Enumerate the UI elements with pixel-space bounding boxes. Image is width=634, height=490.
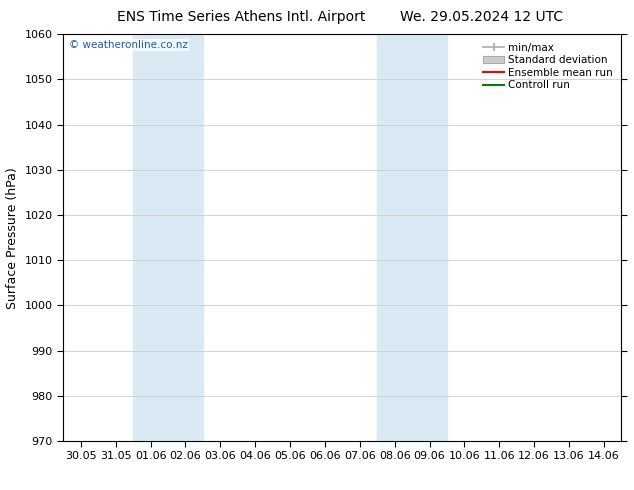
Bar xyxy=(133,34,203,441)
Text: © weatheronline.co.nz: © weatheronline.co.nz xyxy=(69,40,188,50)
Legend: min/max, Standard deviation, Ensemble mean run, Controll run: min/max, Standard deviation, Ensemble me… xyxy=(480,40,616,94)
Bar xyxy=(377,34,447,441)
Text: ENS Time Series Athens Intl. Airport: ENS Time Series Athens Intl. Airport xyxy=(117,10,365,24)
Text: We. 29.05.2024 12 UTC: We. 29.05.2024 12 UTC xyxy=(400,10,564,24)
Y-axis label: Surface Pressure (hPa): Surface Pressure (hPa) xyxy=(6,167,19,309)
